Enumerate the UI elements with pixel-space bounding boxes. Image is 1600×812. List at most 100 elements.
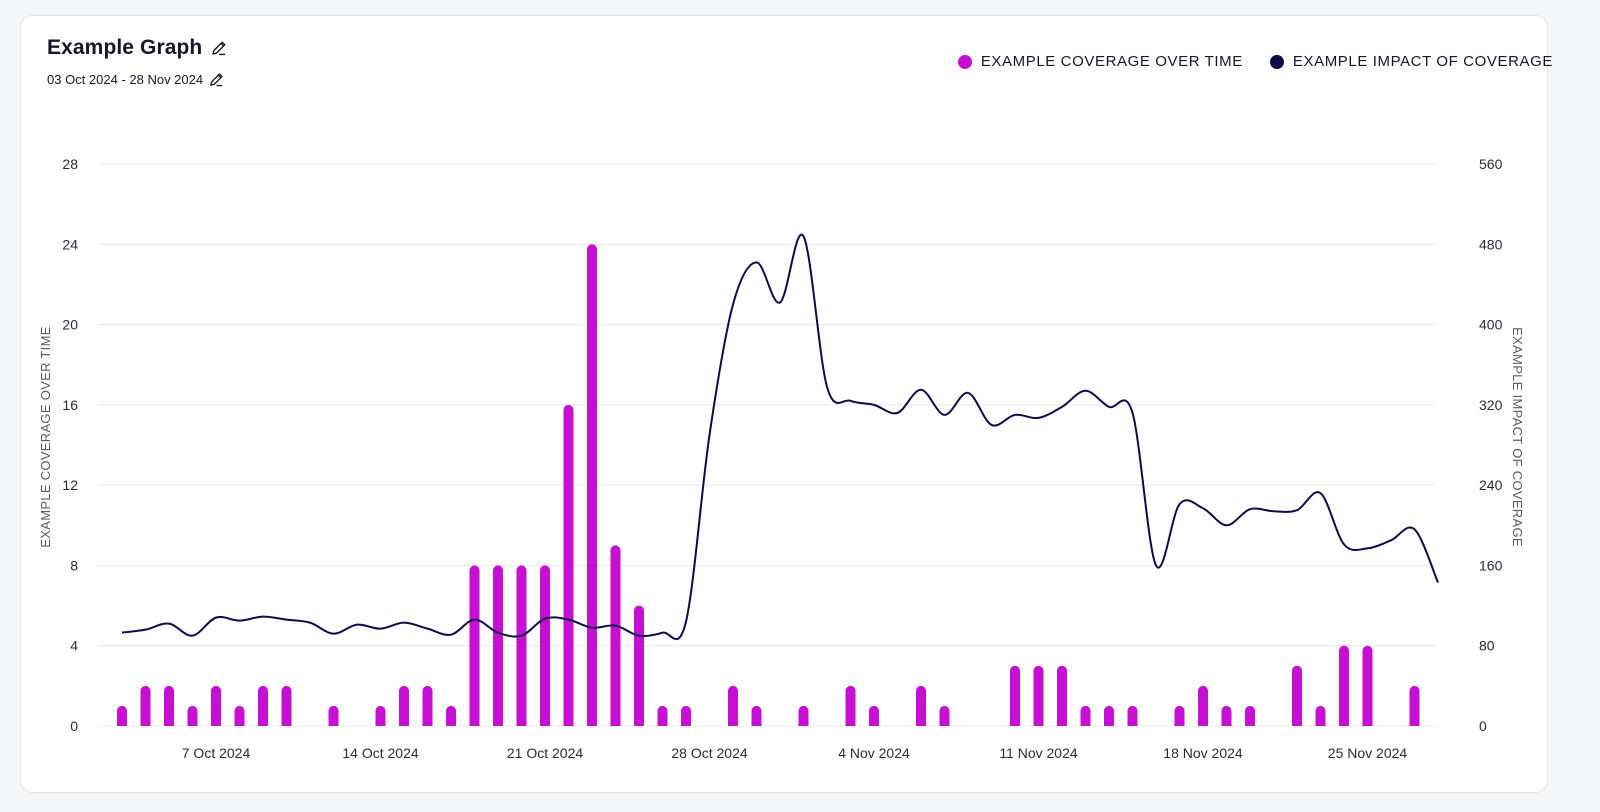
- coverage-bar-base: [634, 721, 644, 726]
- coverage-bar-base: [681, 721, 691, 726]
- coverage-bar-base: [328, 721, 339, 726]
- coverage-bar[interactable]: [234, 705, 245, 726]
- coverage-bar[interactable]: [939, 705, 950, 726]
- chart-legend: EXAMPLE COVERAGE OVER TIME EXAMPLE IMPAC…: [931, 53, 1553, 70]
- coverage-bar[interactable]: [1339, 645, 1349, 726]
- left-tick-label: 16: [62, 397, 78, 413]
- left-tick-label: 20: [62, 317, 78, 333]
- coverage-bar-base: [1174, 721, 1185, 726]
- coverage-bar[interactable]: [1221, 705, 1232, 726]
- coverage-bar[interactable]: [516, 565, 527, 726]
- coverage-bar-base: [1127, 721, 1138, 726]
- left-axis-ticks: 0 4 8 12 16 20 24 28: [62, 156, 78, 734]
- coverage-bar[interactable]: [634, 605, 644, 726]
- coverage-bar[interactable]: [1057, 665, 1067, 726]
- coverage-bar[interactable]: [446, 705, 456, 726]
- impact-line[interactable]: [121, 233, 1439, 641]
- coverage-bar-base: [728, 721, 738, 726]
- coverage-bar[interactable]: [375, 705, 386, 726]
- coverage-bar-base: [798, 721, 809, 726]
- coverage-bar[interactable]: [1409, 685, 1420, 726]
- x-tick-label: 11 Nov 2024: [999, 745, 1078, 761]
- coverage-bar[interactable]: [916, 685, 926, 726]
- left-tick-label: 8: [70, 557, 78, 573]
- coverage-bar[interactable]: [681, 705, 691, 726]
- right-tick-label: 480: [1479, 236, 1503, 252]
- legend-dot-impact-icon: [1269, 54, 1284, 69]
- coverage-bar[interactable]: [1104, 705, 1114, 726]
- coverage-bars: [117, 244, 1420, 727]
- coverage-bar-base: [446, 721, 456, 726]
- coverage-bar-base: [1010, 721, 1020, 726]
- coverage-bar[interactable]: [869, 705, 879, 726]
- coverage-bar[interactable]: [140, 685, 151, 726]
- coverage-bar-base: [281, 721, 292, 726]
- coverage-bar[interactable]: [164, 685, 174, 726]
- coverage-bar[interactable]: [1245, 705, 1255, 726]
- coverage-bar[interactable]: [1362, 645, 1373, 726]
- legend-label-impact: EXAMPLE IMPACT OF COVERAGE: [1292, 53, 1553, 70]
- right-tick-label: 80: [1479, 638, 1495, 654]
- coverage-bar[interactable]: [1080, 705, 1091, 726]
- coverage-bar[interactable]: [281, 685, 292, 726]
- right-tick-label: 400: [1479, 317, 1503, 333]
- right-tick-label: 240: [1479, 477, 1503, 493]
- x-tick-label: 14 Oct 2024: [342, 745, 418, 761]
- coverage-bar-base: [845, 721, 856, 726]
- coverage-bar-base: [234, 721, 245, 726]
- date-row: 03 Oct 2024 - 28 Nov 2024: [47, 71, 225, 88]
- coverage-bar[interactable]: [211, 685, 221, 726]
- coverage-bar-base: [164, 721, 174, 726]
- coverage-bar-base: [1198, 721, 1208, 726]
- x-tick-label: 21 Oct 2024: [507, 745, 583, 761]
- coverage-bar[interactable]: [1010, 665, 1020, 726]
- coverage-bar[interactable]: [728, 685, 738, 726]
- coverage-bar[interactable]: [1292, 665, 1302, 726]
- coverage-bar[interactable]: [563, 404, 574, 726]
- coverage-bar[interactable]: [845, 685, 856, 726]
- x-tick-label: 18 Nov 2024: [1163, 745, 1243, 761]
- impact-line-layer: [121, 233, 1439, 641]
- edit-date-range-pencil-icon[interactable]: [208, 71, 225, 88]
- coverage-bar[interactable]: [751, 705, 762, 726]
- coverage-bar[interactable]: [798, 705, 809, 726]
- coverage-bar-base: [1033, 721, 1044, 726]
- coverage-bar[interactable]: [1033, 665, 1044, 726]
- legend-label-coverage: EXAMPLE COVERAGE OVER TIME: [980, 53, 1243, 70]
- coverage-bar-base: [916, 721, 926, 726]
- date-range-text: 03 Oct 2024 - 28 Nov 2024: [47, 72, 204, 87]
- x-axis-ticks: 7 Oct 2024 14 Oct 2024 21 Oct 2024 28 Oct 2…: [182, 745, 1408, 761]
- coverage-bar[interactable]: [1315, 705, 1326, 726]
- coverage-bar[interactable]: [1198, 685, 1208, 726]
- coverage-bar-base: [1221, 721, 1232, 726]
- right-tick-label: 0: [1479, 718, 1487, 734]
- coverage-bar-base: [1245, 721, 1255, 726]
- coverage-bar-base: [587, 721, 597, 726]
- chart-card: [20, 15, 1548, 793]
- coverage-bar[interactable]: [328, 705, 339, 726]
- coverage-bar[interactable]: [187, 705, 198, 726]
- coverage-bar[interactable]: [540, 565, 550, 726]
- coverage-bar[interactable]: [469, 565, 480, 726]
- coverage-bar[interactable]: [399, 685, 409, 726]
- coverage-bar[interactable]: [610, 545, 621, 726]
- right-tick-label: 560: [1479, 156, 1503, 172]
- coverage-bar[interactable]: [493, 565, 503, 726]
- chart-title: Example Graph: [47, 36, 203, 59]
- coverage-bar-base: [422, 721, 433, 726]
- coverage-bar[interactable]: [657, 705, 668, 726]
- legend-item-coverage[interactable]: EXAMPLE COVERAGE OVER TIME: [957, 53, 1243, 70]
- right-axis-title: EXAMPLE IMPACT OF COVERAGE: [1510, 327, 1525, 547]
- coverage-bar[interactable]: [422, 685, 433, 726]
- coverage-bar[interactable]: [117, 705, 127, 726]
- edit-title-pencil-icon[interactable]: [210, 39, 228, 57]
- coverage-bar-base: [140, 721, 151, 726]
- coverage-bar[interactable]: [587, 244, 597, 727]
- x-tick-label: 28 Oct 2024: [671, 745, 747, 761]
- coverage-bar[interactable]: [258, 685, 268, 726]
- coverage-bar-base: [563, 721, 574, 726]
- grid-lines: [98, 163, 1436, 727]
- coverage-bar[interactable]: [1174, 705, 1185, 726]
- legend-item-impact[interactable]: EXAMPLE IMPACT OF COVERAGE: [1269, 53, 1553, 70]
- coverage-bar[interactable]: [1127, 705, 1138, 726]
